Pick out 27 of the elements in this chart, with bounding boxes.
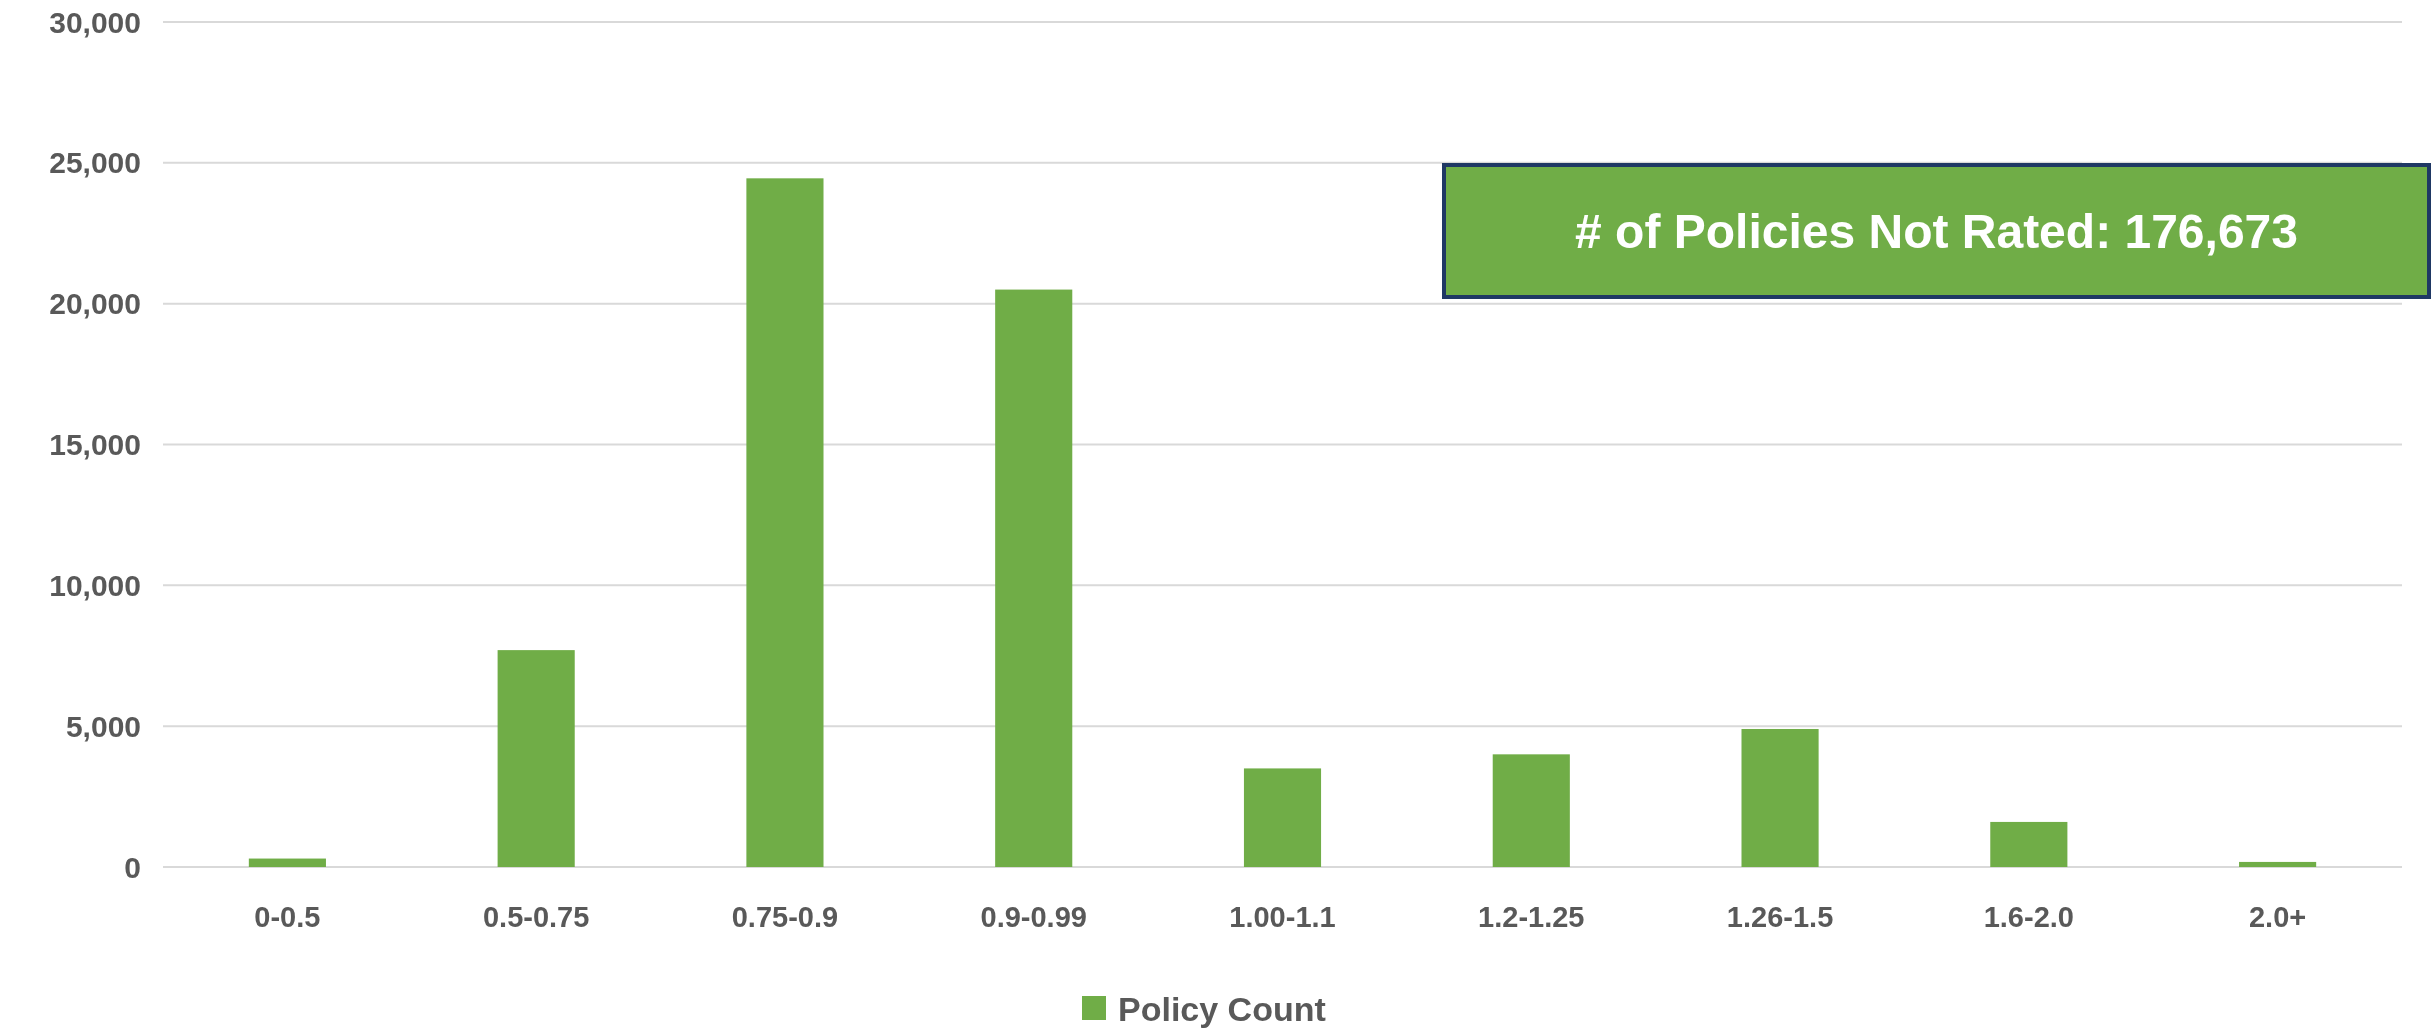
bar (2239, 861, 2317, 867)
x-tick-label: 1.26-1.5 (1726, 901, 1834, 934)
x-tick-label: 0.5-0.75 (482, 901, 590, 934)
bar (1990, 821, 2068, 867)
y-tick-label: 20,000 (49, 287, 141, 321)
x-tick-label: 0.75-0.9 (731, 901, 839, 934)
bar (995, 289, 1073, 867)
y-tick-label: 5,000 (65, 709, 141, 743)
x-tick-label: 2.0+ (2248, 901, 2307, 934)
x-tick-label: 0-0.5 (254, 901, 321, 934)
y-tick-label: 30,000 (49, 5, 141, 39)
x-tick-label: 0.9-0.99 (980, 901, 1087, 934)
legend-label: Policy Count (1118, 989, 1326, 1028)
y-tick-label: 15,000 (49, 428, 141, 461)
bar (746, 178, 824, 867)
y-tick-label: 0 (124, 850, 141, 884)
x-tick-label: 1.2-1.25 (1478, 901, 1585, 934)
x-tick-label: 1.00-1.1 (1229, 901, 1336, 934)
bar (1741, 728, 1819, 867)
y-tick-label: 25,000 (49, 146, 141, 180)
bar (1243, 768, 1322, 867)
bar (497, 650, 575, 867)
y-tick-label: 10,000 (49, 568, 141, 602)
bar (248, 858, 326, 867)
x-tick-label: 1.6-2.0 (1983, 901, 2074, 934)
annotation: # of Policies Not Rated: 176,673 (1575, 204, 2298, 258)
bar (1492, 754, 1570, 867)
